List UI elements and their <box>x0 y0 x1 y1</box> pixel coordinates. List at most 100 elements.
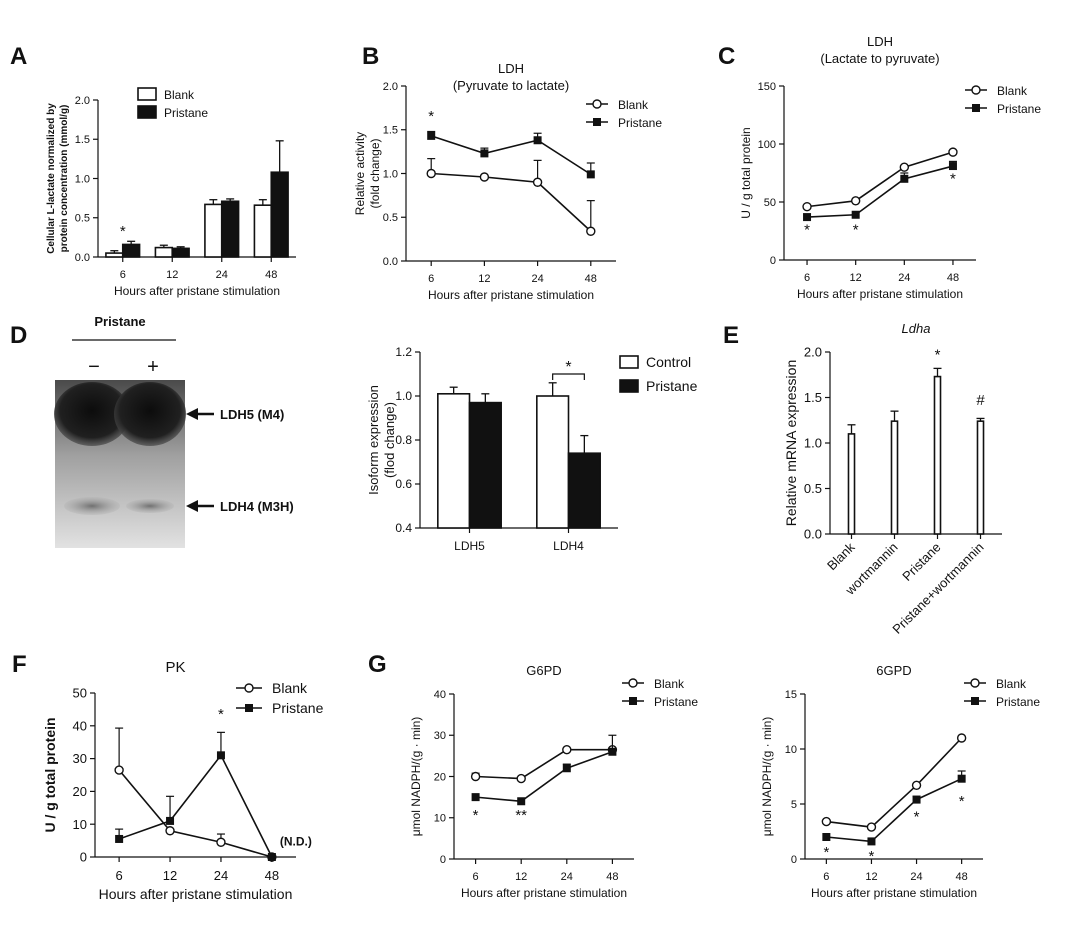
x-tick-label: 48 <box>947 272 959 284</box>
data-point <box>850 196 861 206</box>
y-tick-label: 40 <box>434 689 446 701</box>
data-point <box>948 147 958 157</box>
panel-letter-a: A <box>10 43 27 70</box>
legend-swatch <box>619 355 639 369</box>
legend-marker <box>970 678 980 688</box>
x-tick-label: 48 <box>956 871 968 883</box>
x-axis-label: Hours after pristane stimulation <box>811 886 977 900</box>
legend-label: Pristane <box>654 695 698 709</box>
y-axis-label: U / g total protein <box>42 717 58 832</box>
data-point <box>216 751 225 760</box>
data-point <box>821 816 832 827</box>
chart-subtitle: (Lactate to pyruvate) <box>820 51 939 66</box>
legend: Blank Pristane <box>964 677 1040 709</box>
legend-label: Pristane <box>646 378 698 394</box>
x-tick-label: 6 <box>473 871 479 883</box>
x-tick-label: 24 <box>531 273 543 285</box>
arrow-icon-ldh4 <box>186 500 214 512</box>
data-point <box>216 837 226 847</box>
legend: Blank Pristane <box>137 87 208 120</box>
y-tick-label: 20 <box>73 784 87 799</box>
y-axis-label: μmol NADPH/(g · min) <box>409 717 423 837</box>
bar <box>270 171 289 258</box>
y-tick-label: 1.5 <box>804 390 822 405</box>
y-axis-label: Isoform expression <box>366 385 381 495</box>
chart-g1: 0 10 20 30 40 6 12 24 48 Hours after pristane sti… <box>409 663 698 900</box>
x-tick-label: 12 <box>850 272 862 284</box>
data-point <box>115 834 124 843</box>
chart-a: 0.0 0.5 1.0 1.5 2.0 6 12 24 48 Hours after prista… <box>46 87 296 298</box>
data-point <box>516 773 526 784</box>
x-axis-label: Hours after pristane stimulation <box>797 287 963 301</box>
legend-label: Blank <box>164 88 195 102</box>
y-tick-label: 50 <box>73 686 87 701</box>
series-line <box>475 748 613 780</box>
gel-band-ldh5-lane2 <box>114 382 186 446</box>
significance-marker: * <box>428 108 434 125</box>
data-point <box>851 210 860 219</box>
y-tick-label: 50 <box>764 197 776 209</box>
y-tick-label: 0.0 <box>383 256 398 268</box>
series-line <box>826 777 962 843</box>
series-pristane <box>468 393 601 529</box>
chart-d: 0.4 0.6 0.8 1.0 1.2 LDH5 LDH4 Isoform expressio… <box>366 345 698 553</box>
series-control <box>437 382 570 529</box>
significance-marker: * <box>120 223 126 240</box>
series-pristane <box>822 770 966 846</box>
chart-title: G6PD <box>526 663 561 678</box>
series-blank <box>114 727 277 862</box>
charts: 0.0 0.5 1.0 1.5 2.0 6 12 24 48 Hours after prista… <box>42 34 1041 902</box>
data-point <box>586 226 596 236</box>
data-point <box>166 816 175 825</box>
y-tick-label: 0.4 <box>395 521 412 535</box>
data-point <box>114 765 124 775</box>
significance-marker: * <box>950 170 956 187</box>
bar <box>121 243 141 258</box>
panel-letter-e: E <box>723 322 739 349</box>
data-point <box>267 853 276 861</box>
y-tick-label: 1.0 <box>395 389 412 403</box>
data-point <box>586 170 595 179</box>
y-tick-label: 0 <box>770 255 776 267</box>
x-axis-label: Hours after pristane stimulation <box>114 284 280 298</box>
y-tick-label: 0 <box>440 854 446 866</box>
significance-marker: * <box>914 809 920 826</box>
data-point <box>803 213 812 222</box>
significance-marker: * <box>565 359 571 376</box>
significance-marker: * <box>853 221 859 238</box>
data-point <box>517 797 526 806</box>
y-tick-label: 20 <box>434 771 446 783</box>
y-axis-label: U / g total protein <box>739 127 753 218</box>
data-point <box>900 174 909 183</box>
bar <box>105 252 124 258</box>
x-tick-label: 24 <box>898 272 910 284</box>
arrow-icon-ldh5 <box>186 408 214 420</box>
y-tick-label: 1.0 <box>75 173 90 185</box>
series-line <box>475 750 613 803</box>
data-point <box>911 780 922 790</box>
data-point <box>427 131 436 140</box>
x-tick-label: 48 <box>265 269 277 281</box>
data-point <box>562 744 572 755</box>
data-point <box>533 136 542 145</box>
bar <box>437 392 471 529</box>
significance-marker: * <box>473 807 479 824</box>
chart-title: LDH <box>867 34 893 49</box>
panel-letter-d: D <box>10 322 27 349</box>
series-line <box>826 737 963 828</box>
legend-marker <box>593 118 601 126</box>
data-point <box>165 826 175 836</box>
legend-label: Pristane <box>997 102 1041 116</box>
y-axis-label: Cellular L-lactate normalized by <box>46 103 57 254</box>
x-tick-label: 12 <box>163 868 177 883</box>
y-tick-label: 30 <box>434 730 446 742</box>
y-tick-label: 0.8 <box>395 433 412 447</box>
data-point <box>912 795 921 804</box>
legend-label: Blank <box>997 84 1028 98</box>
x-tick-label: 12 <box>478 273 490 285</box>
series-line <box>118 769 273 858</box>
chart-g2: 0 5 10 15 6 12 24 48 Hours after pristane stimul… <box>760 663 1040 900</box>
x-tick-label: 24 <box>561 871 573 883</box>
bar <box>536 395 570 529</box>
